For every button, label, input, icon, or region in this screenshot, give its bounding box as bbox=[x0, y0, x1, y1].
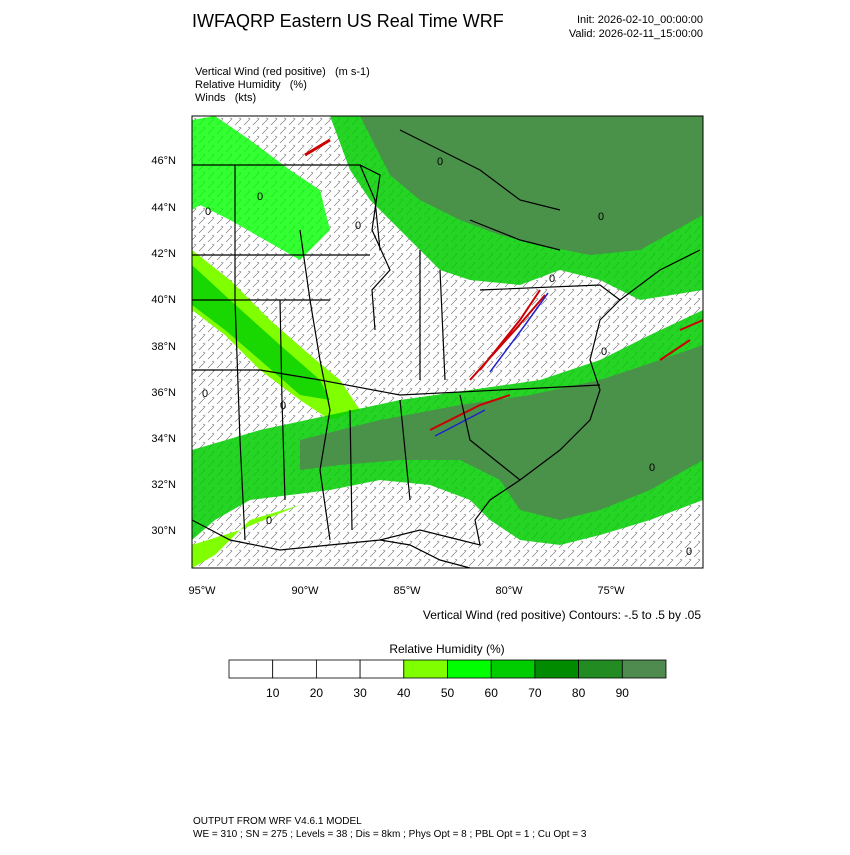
lat-label: 34°N bbox=[151, 433, 176, 445]
title: IWFAQRP Eastern US Real Time WRF bbox=[192, 11, 504, 31]
contour-label: 0 bbox=[205, 206, 211, 218]
init-time: Init: 2026-02-10_00:00:00 bbox=[577, 14, 703, 26]
colorbar-tick-label: 70 bbox=[528, 686, 542, 700]
colorbar-box bbox=[228, 659, 274, 679]
colorbar-box bbox=[621, 659, 667, 679]
colorbar-title: Relative Humidity (%) bbox=[389, 642, 504, 656]
lat-label: 44°N bbox=[151, 202, 176, 214]
field-label: Vertical Wind (red positive) (m s-1) bbox=[195, 66, 370, 78]
lon-labels: 95°W 90°W 85°W 80°W 75°W bbox=[188, 585, 625, 597]
contour-label: 0 bbox=[649, 462, 655, 474]
contour-label: 0 bbox=[266, 515, 272, 527]
field-label: Winds (kts) bbox=[195, 92, 256, 104]
contour-label: 0 bbox=[549, 273, 555, 285]
lat-label: 46°N bbox=[151, 155, 176, 167]
footer-line: OUTPUT FROM WRF V4.6.1 MODEL bbox=[193, 816, 362, 827]
map bbox=[192, 116, 703, 568]
valid-time: Valid: 2026-02-11_15:00:00 bbox=[569, 28, 703, 40]
colorbar-box bbox=[490, 659, 536, 679]
colorbar-box bbox=[359, 659, 405, 679]
contour-labels: 0 0 0 0 0 0 0 0 0 0 0 0 bbox=[202, 156, 692, 558]
contour-label: 0 bbox=[257, 191, 263, 203]
colorbar-box bbox=[272, 659, 317, 679]
colorbar: 10 20 30 40 50 60 70 80 90 bbox=[228, 659, 667, 700]
lat-label: 38°N bbox=[151, 341, 176, 353]
colorbar-box bbox=[578, 659, 623, 679]
lon-label: 85°W bbox=[393, 585, 421, 597]
colorbar-tick-label: 50 bbox=[441, 686, 455, 700]
lon-label: 90°W bbox=[291, 585, 319, 597]
lat-labels: 46°N 44°N 42°N 40°N 38°N 36°N 34°N 32°N … bbox=[151, 155, 176, 537]
colorbar-tick-label: 90 bbox=[616, 686, 630, 700]
colorbar-box bbox=[403, 659, 448, 679]
map-frame bbox=[191, 115, 704, 569]
lat-label: 30°N bbox=[151, 525, 176, 537]
colorbar-tick-label: 60 bbox=[485, 686, 499, 700]
colorbar-tick-label: 80 bbox=[572, 686, 586, 700]
contour-label: 0 bbox=[280, 400, 286, 412]
colorbar-tick-label: 40 bbox=[397, 686, 411, 700]
contour-label: 0 bbox=[686, 546, 692, 558]
contour-label: 0 bbox=[437, 156, 443, 168]
contour-note: Vertical Wind (red positive) Contours: -… bbox=[423, 608, 701, 622]
contour-label: 0 bbox=[598, 211, 604, 223]
field-label: Relative Humidity (%) bbox=[195, 79, 307, 91]
lat-label: 42°N bbox=[151, 248, 176, 260]
colorbar-box bbox=[534, 659, 580, 679]
colorbar-box bbox=[447, 659, 492, 679]
colorbar-tick-label: 20 bbox=[310, 686, 324, 700]
colorbar-tick-label: 10 bbox=[266, 686, 280, 700]
lon-label: 95°W bbox=[188, 585, 216, 597]
contour-label: 0 bbox=[202, 388, 208, 400]
colorbar-tick-label: 30 bbox=[353, 686, 367, 700]
lat-label: 32°N bbox=[151, 479, 176, 491]
lon-label: 80°W bbox=[495, 585, 523, 597]
contour-label: 0 bbox=[355, 220, 361, 232]
lon-label: 75°W bbox=[597, 585, 625, 597]
lat-label: 40°N bbox=[151, 294, 176, 306]
contour-label: 0 bbox=[601, 346, 607, 358]
footer-line: WE = 310 ; SN = 275 ; Levels = 38 ; Dis … bbox=[193, 829, 587, 840]
lat-label: 36°N bbox=[151, 387, 176, 399]
colorbar-box bbox=[315, 659, 361, 679]
